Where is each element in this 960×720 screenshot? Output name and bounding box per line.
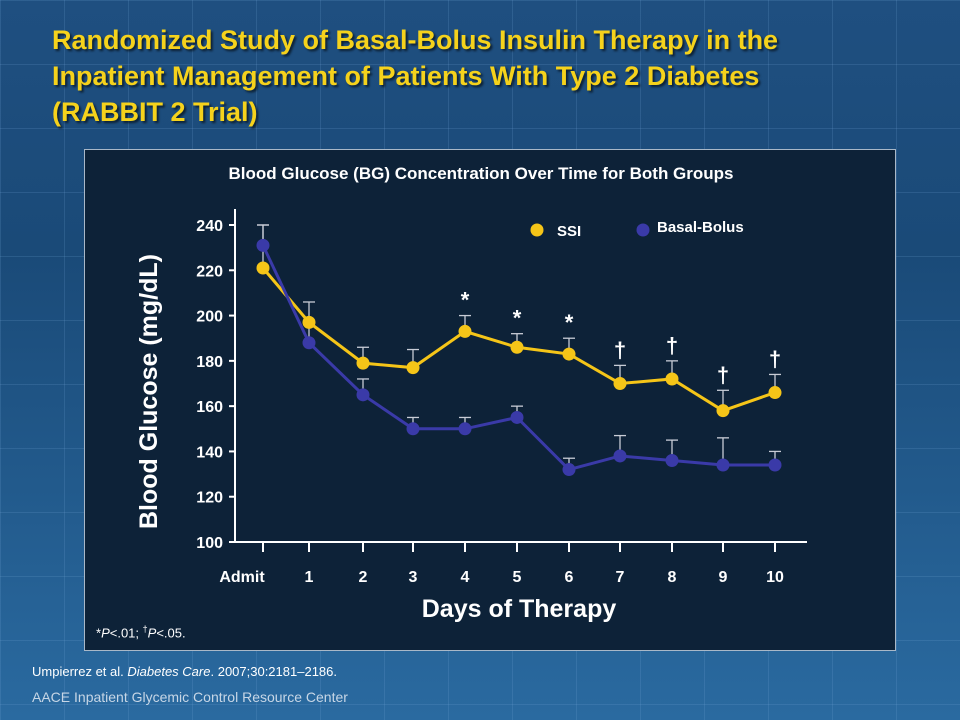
chart-panel: Blood Glucose (BG) Concentration Over Ti… [84, 149, 896, 651]
footnote-p1: P [101, 625, 110, 641]
footnote-star: * [96, 625, 102, 641]
basal-bolus-point [510, 410, 524, 424]
legend-basal-bolus-marker [636, 223, 650, 237]
y-axis-label: Blood Glucose (mg/dL) [135, 254, 163, 529]
ssi-point [665, 372, 679, 386]
slide-title: Randomized Study of Basal-Bolus Insulin … [52, 22, 932, 130]
ssi-point [562, 347, 576, 361]
y-tick-label: 140 [196, 444, 223, 461]
y-tick-label: 220 [196, 263, 223, 280]
citation-journal: Diabetes Care [127, 664, 211, 679]
citation: Umpierrez et al. Diabetes Care. 2007;30:… [32, 664, 337, 679]
basal-bolus-point [356, 388, 370, 402]
significance-marker: † [666, 333, 678, 358]
legend-ssi-label: SSI [557, 223, 581, 240]
ssi-point [613, 377, 627, 390]
ssi-point [302, 315, 316, 329]
ssi-point [510, 340, 524, 354]
y-tick-label: 180 [196, 354, 223, 371]
legend-ssi-marker [530, 223, 544, 237]
x-tick-label: 3 [409, 569, 418, 586]
bg-line-chart: Blood Glucose (BG) Concentration Over Ti… [135, 164, 807, 623]
x-tick-label: 8 [668, 569, 677, 586]
significance-marker: † [717, 362, 729, 387]
basal-bolus-point [256, 238, 270, 252]
significance-marker: † [614, 337, 626, 362]
x-tick-label: 7 [616, 569, 625, 586]
slide-title-line-1: Randomized Study of Basal-Bolus Insulin … [52, 25, 779, 55]
ssi-point [716, 404, 730, 418]
x-tick-label: 1 [305, 569, 314, 586]
basal-bolus-series-line [261, 244, 775, 472]
basal-bolus-point [665, 453, 679, 467]
y-tick-label: 240 [196, 218, 223, 235]
x-tick-label: 9 [719, 569, 728, 586]
citation-authors: Umpierrez et al. [32, 664, 128, 679]
ssi-series-line [261, 267, 776, 413]
basal-bolus-point [562, 463, 576, 477]
x-tick-label: 6 [565, 569, 574, 586]
y-tick-label: 120 [196, 490, 223, 507]
x-tick-label: 2 [359, 569, 368, 586]
footnote-dagger: † [142, 624, 148, 634]
citation-rest: . 2007;30:2181–2186. [210, 664, 337, 679]
ssi-point [768, 386, 782, 400]
footnote-mid: <.01; [109, 625, 143, 641]
legend-basal-bolus-label: Basal-Bolus [657, 219, 744, 236]
significance-marker: † [769, 346, 781, 371]
significance-footnote: *P<.01; †P<.05. [96, 624, 186, 640]
basal-bolus-point [406, 422, 420, 436]
footnote-p2: P [147, 625, 157, 641]
basal-bolus-point [613, 449, 627, 463]
basal-bolus-point [768, 458, 782, 472]
ssi-point [356, 356, 370, 370]
chart-title: Blood Glucose (BG) Concentration Over Ti… [229, 164, 734, 183]
basal-bolus-point [302, 336, 316, 350]
basal-bolus-point [458, 422, 472, 436]
footer-brand: AACE Inpatient Glycemic Control Resource… [32, 689, 348, 705]
significance-marker: * [461, 288, 470, 313]
ssi-point [406, 361, 420, 375]
basal-bolus-point [716, 458, 730, 472]
y-tick-label: 160 [196, 399, 223, 416]
slide-title-line-3: (RABBIT 2 Trial) [52, 97, 258, 127]
ssi-point [256, 261, 270, 275]
x-axis-label: Days of Therapy [422, 595, 617, 623]
ssi-point [458, 324, 472, 338]
slide-title-line-2: Inpatient Management of Patients With Ty… [52, 61, 760, 91]
y-tick-label: 100 [196, 535, 223, 552]
significance-marker: * [513, 306, 522, 331]
x-tick-label: 10 [766, 569, 784, 586]
x-tick-label: Admit [219, 569, 265, 586]
y-tick-label: 200 [196, 309, 223, 326]
x-tick-label: 4 [461, 569, 470, 586]
significance-marker: * [565, 310, 574, 335]
footnote-end: <.05. [156, 625, 186, 641]
x-tick-label: 5 [513, 569, 522, 586]
